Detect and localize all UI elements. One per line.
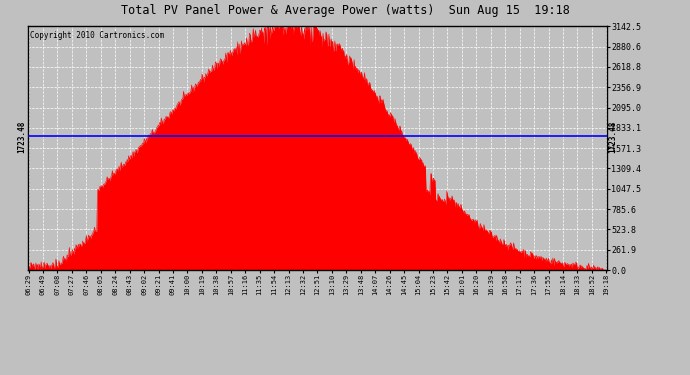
Text: Copyright 2010 Cartronics.com: Copyright 2010 Cartronics.com <box>30 31 165 40</box>
Text: 1723.48: 1723.48 <box>17 120 26 153</box>
Text: Total PV Panel Power & Average Power (watts)  Sun Aug 15  19:18: Total PV Panel Power & Average Power (wa… <box>121 4 569 17</box>
Text: 1723.48: 1723.48 <box>609 120 618 153</box>
